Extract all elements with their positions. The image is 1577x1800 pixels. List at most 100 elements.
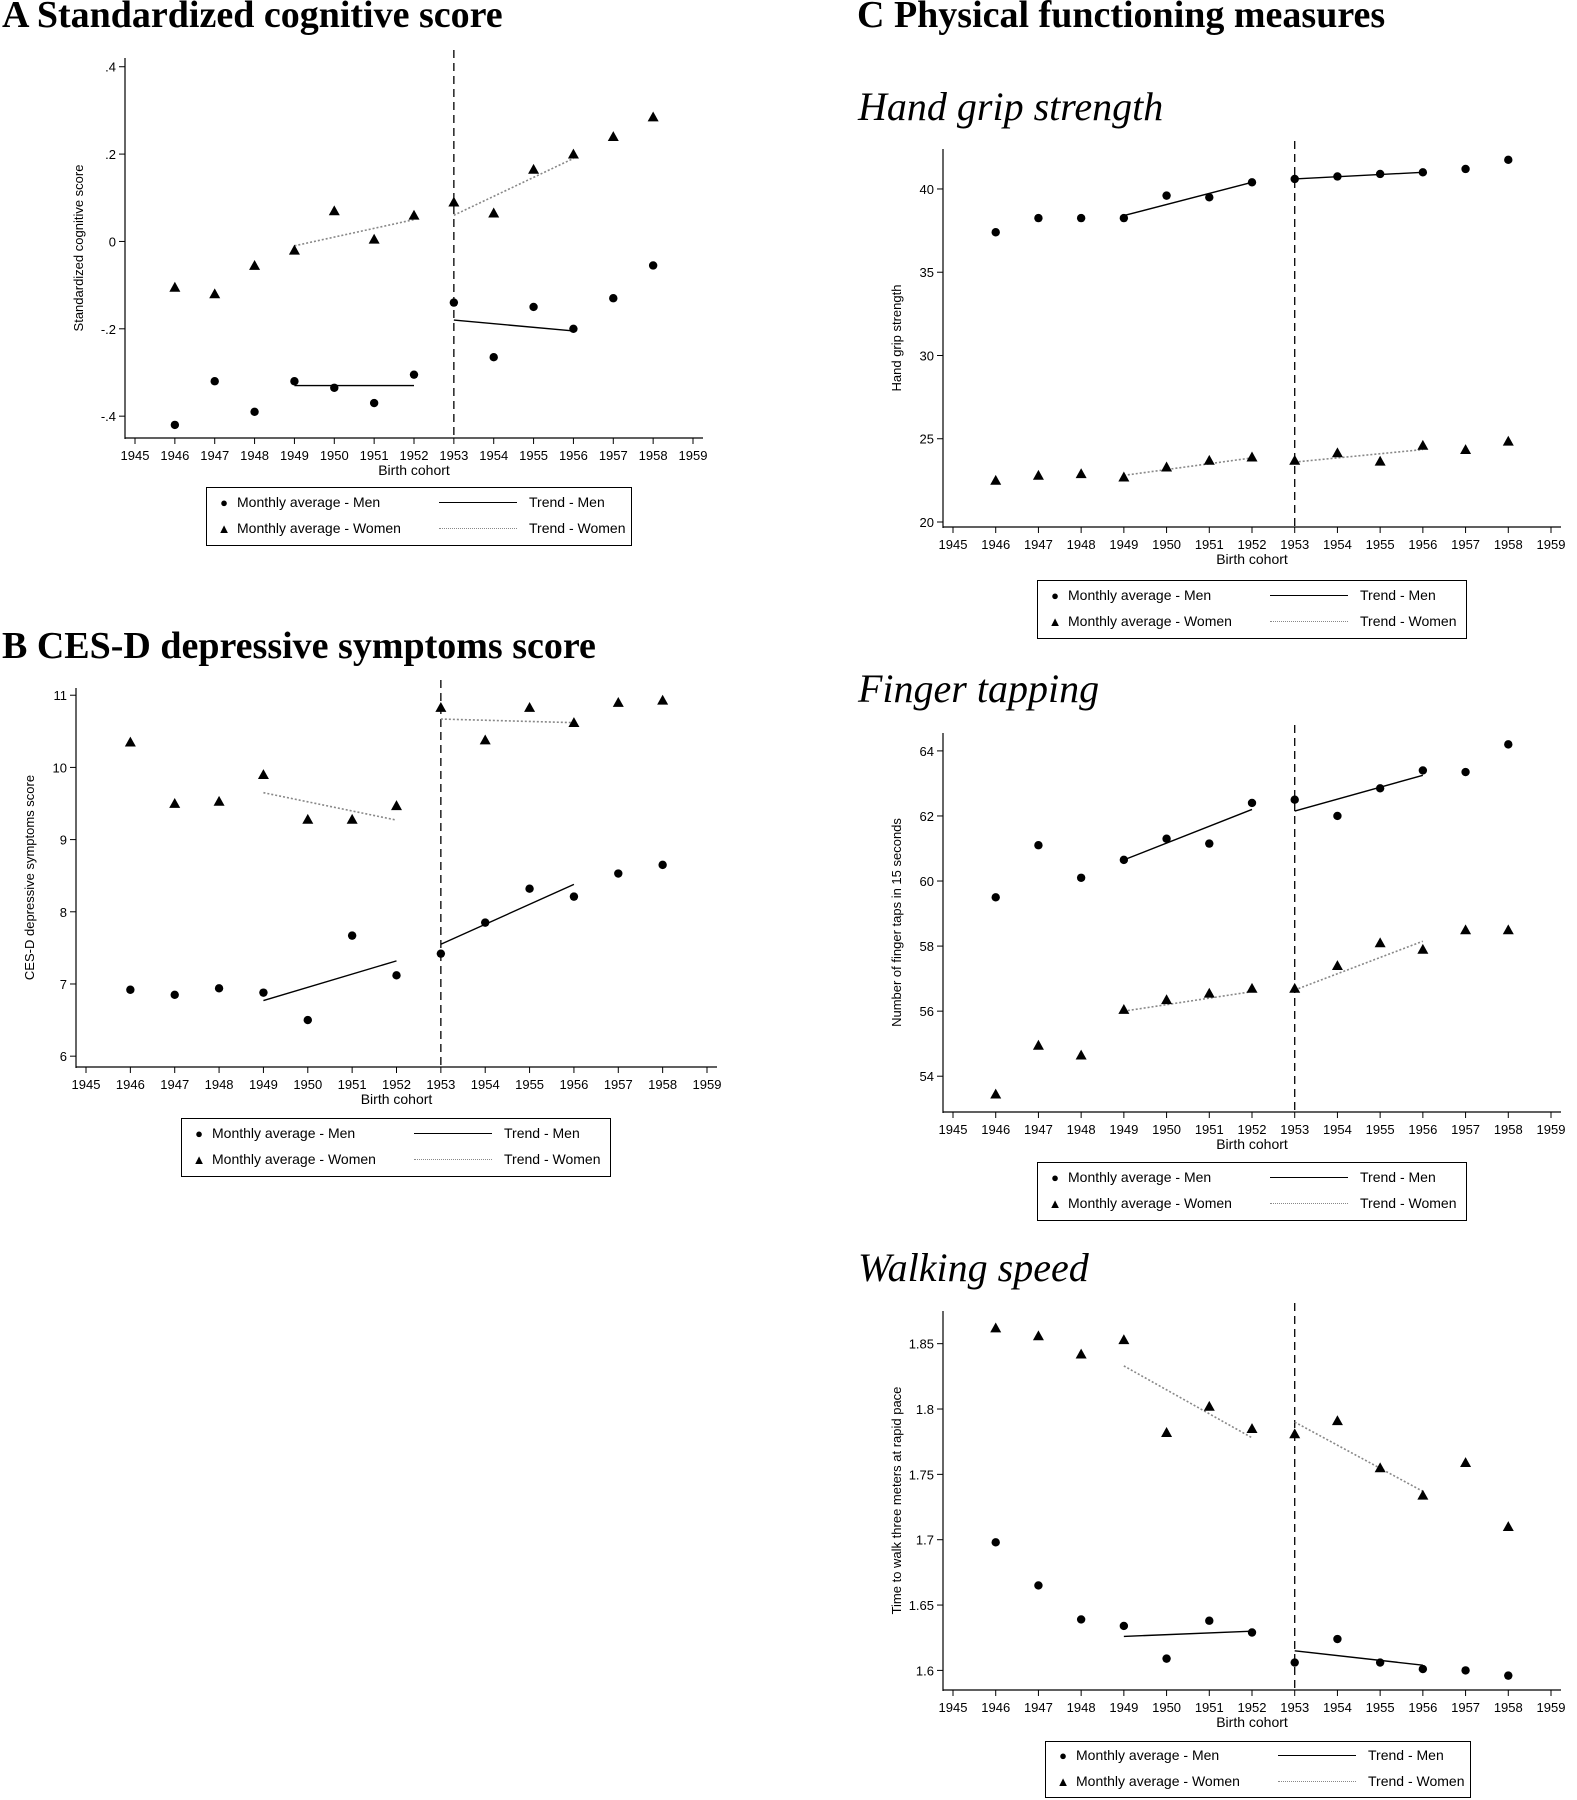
women-data-point bbox=[346, 813, 358, 824]
women-data-point bbox=[1161, 1427, 1173, 1437]
x-tick-label: 1956 bbox=[1408, 537, 1437, 552]
panel-b-title: B CES-D depressive symptoms score bbox=[2, 625, 596, 667]
y-axis-label: Hand grip strength bbox=[889, 285, 904, 392]
y-axis-label: Standardized cognitive score bbox=[71, 165, 86, 332]
legend-trend-men: Trend - Men bbox=[1360, 1169, 1436, 1185]
women-data-point bbox=[1331, 960, 1343, 971]
legend-women-average: Monthly average - Women bbox=[212, 1151, 376, 1167]
x-tick-label: 1950 bbox=[293, 1077, 322, 1092]
women-data-point bbox=[524, 701, 536, 712]
women-data-point bbox=[213, 795, 225, 806]
y-tick-label: 1.75 bbox=[909, 1467, 934, 1482]
women-data-point bbox=[1417, 1489, 1429, 1500]
women-data-point bbox=[368, 233, 380, 244]
women-data-point bbox=[990, 474, 1002, 485]
x-tick-label: 1955 bbox=[519, 448, 548, 463]
x-tick-label: 1948 bbox=[1067, 1700, 1096, 1715]
legend-men-average: Monthly average - Men bbox=[237, 494, 381, 510]
x-tick-label: 1954 bbox=[471, 1077, 500, 1092]
walking-subtitle: Walking speed bbox=[858, 1245, 1089, 1290]
women-data-point bbox=[488, 207, 500, 218]
men-data-point bbox=[1290, 1658, 1299, 1667]
y-tick-label: 10 bbox=[53, 760, 67, 775]
dotted-line-icon bbox=[1270, 1202, 1348, 1204]
x-tick-label: 1951 bbox=[1195, 537, 1224, 552]
x-tick-label: 1946 bbox=[981, 537, 1010, 552]
y-tick-label: 1.85 bbox=[909, 1337, 934, 1352]
men-data-point bbox=[369, 398, 379, 408]
legend-women-average: Monthly average - Women bbox=[1068, 613, 1232, 629]
men-data-point bbox=[525, 884, 534, 893]
triangle-marker-icon: ▲ bbox=[1048, 613, 1062, 629]
women-data-point bbox=[1460, 444, 1472, 454]
x-tick-label: 1952 bbox=[382, 1077, 411, 1092]
trend-men-line bbox=[1294, 171, 1423, 180]
women-data-point bbox=[1460, 924, 1472, 935]
dotted-line-icon bbox=[439, 527, 517, 529]
trend-men-line bbox=[453, 319, 574, 332]
women-data-point bbox=[990, 1322, 1002, 1333]
men-data-point bbox=[609, 294, 618, 303]
men-data-point bbox=[481, 918, 490, 927]
men-data-point bbox=[1333, 1634, 1342, 1644]
y-tick-label: .4 bbox=[105, 60, 116, 75]
men-data-point bbox=[449, 298, 459, 307]
x-axis-label: Birth cohort bbox=[378, 462, 450, 478]
y-tick-label: 1.6 bbox=[916, 1663, 934, 1678]
x-tick-label: 1945 bbox=[72, 1077, 101, 1092]
women-data-point bbox=[169, 281, 181, 292]
men-data-point bbox=[392, 971, 401, 980]
y-tick-label: 7 bbox=[60, 977, 67, 992]
women-data-point bbox=[1374, 455, 1386, 466]
trend-men-line bbox=[1294, 774, 1424, 812]
women-data-point bbox=[528, 163, 540, 174]
x-tick-label: 1955 bbox=[1366, 537, 1395, 552]
x-tick-label: 1958 bbox=[1494, 1122, 1523, 1137]
women-data-point bbox=[1161, 461, 1173, 472]
women-data-point bbox=[435, 701, 447, 712]
y-tick-label: 1.65 bbox=[909, 1598, 934, 1613]
women-data-point bbox=[1502, 924, 1514, 935]
x-tick-label: 1953 bbox=[1280, 1122, 1309, 1137]
x-tick-label: 1953 bbox=[1280, 537, 1309, 552]
women-data-point bbox=[1502, 435, 1514, 446]
women-data-point bbox=[1032, 1039, 1044, 1050]
x-tick-label: 1951 bbox=[360, 448, 389, 463]
x-tick-label: 1946 bbox=[116, 1077, 145, 1092]
x-tick-label: 1953 bbox=[439, 448, 468, 463]
women-data-point bbox=[1075, 1049, 1087, 1060]
men-data-point bbox=[436, 949, 446, 958]
women-data-point bbox=[209, 288, 221, 299]
x-tick-label: 1945 bbox=[939, 537, 968, 552]
x-tick-label: 1952 bbox=[400, 448, 429, 463]
legend-trend-women: Trend - Women bbox=[1368, 1773, 1465, 1789]
legend-women-average: Monthly average - Women bbox=[1076, 1773, 1240, 1789]
y-tick-label: 30 bbox=[920, 348, 934, 363]
legend-men-average: Monthly average - Men bbox=[1068, 587, 1212, 603]
circle-marker-icon: ● bbox=[1051, 1169, 1059, 1185]
y-tick-label: 40 bbox=[920, 182, 934, 197]
y-tick-label: 62 bbox=[920, 809, 934, 824]
women-data-point bbox=[1374, 937, 1386, 948]
x-tick-label: 1957 bbox=[1451, 537, 1480, 552]
legend-trend-women: Trend - Women bbox=[1360, 1195, 1457, 1211]
men-data-point bbox=[1205, 839, 1214, 848]
men-data-point bbox=[1119, 1621, 1129, 1631]
men-data-point bbox=[991, 893, 1000, 902]
x-tick-label: 1956 bbox=[559, 1077, 588, 1092]
y-tick-label: -.4 bbox=[101, 409, 116, 424]
women-data-point bbox=[448, 196, 460, 207]
x-tick-label: 1945 bbox=[939, 1700, 968, 1715]
legend-men-average: Monthly average - Men bbox=[1068, 1169, 1212, 1185]
triangle-marker-icon: ▲ bbox=[217, 520, 231, 536]
men-data-point bbox=[658, 860, 667, 870]
x-tick-label: 1945 bbox=[939, 1122, 968, 1137]
x-tick-label: 1949 bbox=[1109, 1122, 1138, 1137]
men-data-point bbox=[1375, 1658, 1385, 1667]
men-data-point bbox=[1461, 767, 1470, 777]
x-tick-label: 1945 bbox=[121, 448, 150, 463]
x-tick-label: 1948 bbox=[240, 448, 269, 463]
triangle-marker-icon: ▲ bbox=[192, 1151, 206, 1167]
trend-men-line bbox=[1294, 1650, 1423, 1666]
